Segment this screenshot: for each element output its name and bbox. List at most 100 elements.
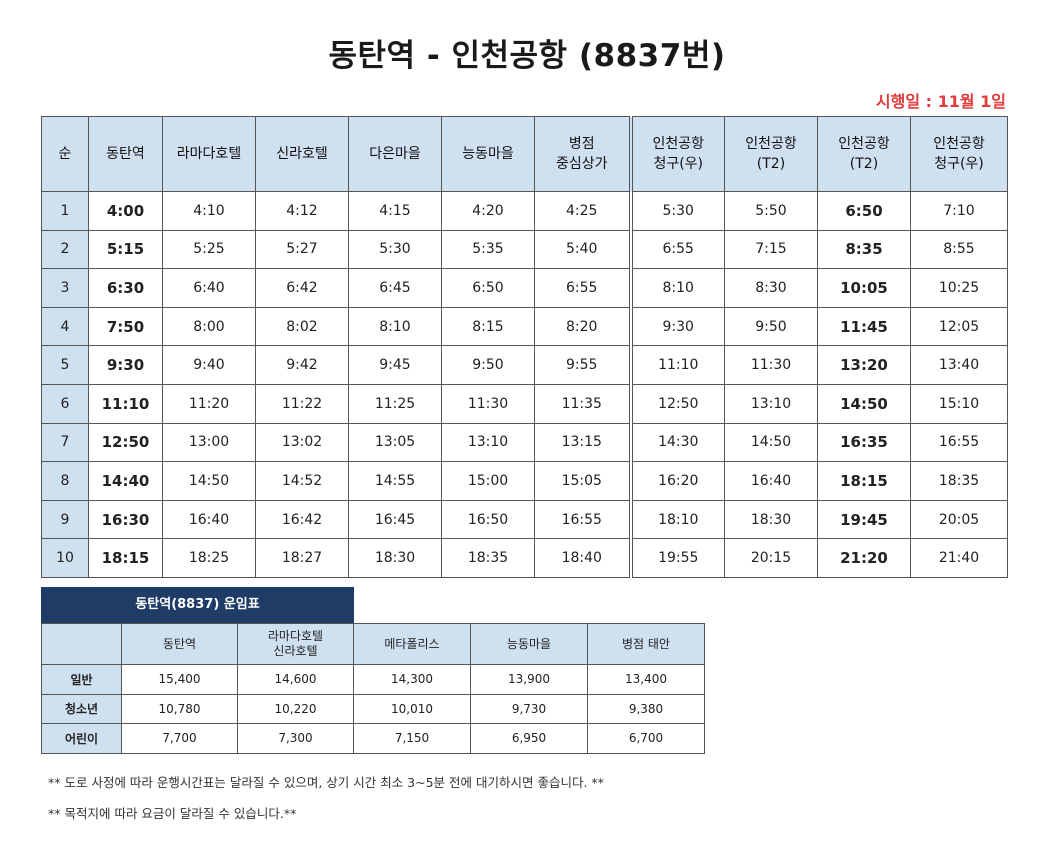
time-cell: 20:15 — [724, 538, 818, 578]
time-cell: 7:15 — [724, 229, 818, 270]
time-cell: 16:40 — [162, 499, 256, 540]
fare-cell: 6,950 — [470, 723, 588, 754]
note-schedule: ** 도로 사정에 따라 운행시간표는 달라질 수 있으며, 상기 시간 최소 … — [48, 775, 604, 790]
header-cell: 능동마을 — [441, 116, 535, 192]
header-cell: 인천공항 청구(우) — [910, 116, 1008, 192]
time-cell: 11:10 — [88, 383, 163, 424]
fare-header-cell: 능동마을 — [470, 623, 588, 665]
time-cell: 16:55 — [910, 422, 1008, 463]
table-row: 10 18:15 18:25 18:27 18:30 18:35 18:40 19:55 20:… — [41, 538, 1008, 578]
fare-cell: 9,730 — [470, 693, 588, 724]
fare-header-cell — [41, 623, 122, 665]
time-cell: 4:12 — [255, 191, 349, 231]
time-cell: 21:20 — [817, 538, 911, 578]
time-cell: 11:10 — [628, 345, 725, 385]
time-cell: 16:30 — [88, 499, 163, 540]
header-cell: 인천공항 청구(우) — [628, 116, 725, 192]
time-cell: 9:45 — [348, 345, 442, 385]
time-cell: 18:35 — [910, 461, 1008, 501]
fare-cell: 9,380 — [587, 693, 705, 724]
time-cell: 4:15 — [348, 191, 442, 231]
time-cell: 13:10 — [724, 383, 818, 424]
time-cell: 6:42 — [255, 268, 349, 308]
header-cell: 인천공항 (T2) — [817, 116, 911, 192]
table-row: 9 16:30 16:40 16:42 16:45 16:50 16:55 18:10 18:3… — [41, 499, 1008, 540]
time-cell: 10:25 — [910, 268, 1008, 308]
fare-row: 청소년 10,780 10,220 10,010 9,730 9,380 — [41, 693, 705, 724]
header-cell: 인천공항 (T2) — [724, 116, 818, 192]
header-cell: 순 — [41, 116, 89, 192]
time-cell: 18:15 — [817, 461, 911, 501]
time-cell: 5:40 — [534, 229, 631, 270]
row-number: 7 — [41, 422, 89, 463]
fare-cell: 14,300 — [353, 664, 471, 695]
time-cell: 18:30 — [348, 538, 442, 578]
time-cell: 4:20 — [441, 191, 535, 231]
time-cell: 7:10 — [910, 191, 1008, 231]
time-cell: 4:00 — [88, 191, 163, 231]
header-cell: 다은마을 — [348, 116, 442, 192]
time-cell: 4:25 — [534, 191, 631, 231]
time-cell: 8:35 — [817, 229, 911, 270]
time-cell: 12:05 — [910, 306, 1008, 347]
time-cell: 9:50 — [724, 306, 818, 347]
table-row: 6 11:10 11:20 11:22 11:25 11:30 11:35 12:50 13:1… — [41, 383, 1008, 424]
row-number: 8 — [41, 461, 89, 501]
time-cell: 13:40 — [910, 345, 1008, 385]
time-cell: 14:30 — [628, 422, 725, 463]
time-cell: 10:05 — [817, 268, 911, 308]
time-cell: 5:30 — [628, 191, 725, 231]
effective-date: 시행일 : 11월 1일 — [875, 92, 1006, 111]
time-cell: 16:20 — [628, 461, 725, 501]
time-cell: 18:27 — [255, 538, 349, 578]
time-cell: 19:45 — [817, 499, 911, 540]
row-number: 6 — [41, 383, 89, 424]
note-fare: ** 목적지에 따라 요금이 달라질 수 있습니다.** — [48, 806, 297, 821]
fare-row: 일반 15,400 14,600 14,300 13,900 13,400 — [41, 664, 705, 695]
time-cell: 12:50 — [628, 383, 725, 424]
schedule-table: 순 동탄역 라마다호텔 신라호텔 다은마을 능동마을 병점 중심상가 인천공항 … — [41, 116, 1008, 578]
table-row: 7 12:50 13:00 13:02 13:05 13:10 13:15 14:30 14:5… — [41, 422, 1008, 463]
time-cell: 6:55 — [534, 268, 631, 308]
time-cell: 5:15 — [88, 229, 163, 270]
fare-cell: 7,300 — [237, 723, 354, 754]
time-cell: 11:30 — [441, 383, 535, 424]
time-cell: 6:50 — [817, 191, 911, 231]
time-cell: 16:50 — [441, 499, 535, 540]
fare-cell: 10,780 — [121, 693, 238, 724]
time-cell: 19:55 — [628, 538, 725, 578]
header-cell: 신라호텔 — [255, 116, 349, 192]
time-cell: 6:45 — [348, 268, 442, 308]
time-cell: 16:45 — [348, 499, 442, 540]
time-cell: 14:55 — [348, 461, 442, 501]
table-row: 1 4:00 4:10 4:12 4:15 4:20 4:25 5:30 5:50 6:50 7:1… — [41, 191, 1008, 231]
passenger-type: 일반 — [41, 664, 122, 695]
time-cell: 6:55 — [628, 229, 725, 270]
time-cell: 11:25 — [348, 383, 442, 424]
time-cell: 5:50 — [724, 191, 818, 231]
time-cell: 9:30 — [88, 345, 163, 385]
fare-header-cell: 메타폴리스 — [353, 623, 471, 665]
row-number: 2 — [41, 229, 89, 270]
fare-header-row: 동탄역 라마다호텔 신라호텔 메타폴리스 능동마을 병점 태안 — [41, 623, 705, 665]
time-cell: 18:15 — [88, 538, 163, 578]
time-cell: 13:10 — [441, 422, 535, 463]
time-cell: 9:42 — [255, 345, 349, 385]
row-number: 5 — [41, 345, 89, 385]
time-cell: 11:35 — [534, 383, 631, 424]
header-cell: 동탄역 — [88, 116, 163, 192]
row-number: 1 — [41, 191, 89, 231]
fare-table: 동탄역 라마다호텔 신라호텔 메타폴리스 능동마을 병점 태안 일반 15,400… — [41, 623, 705, 754]
time-cell: 8:15 — [441, 306, 535, 347]
time-cell: 6:40 — [162, 268, 256, 308]
header-cell: 라마다호텔 — [162, 116, 256, 192]
time-cell: 5:27 — [255, 229, 349, 270]
fare-cell: 13,900 — [470, 664, 588, 695]
time-cell: 15:00 — [441, 461, 535, 501]
table-row: 5 9:30 9:40 9:42 9:45 9:50 9:55 11:10 11:30 13:20… — [41, 345, 1008, 385]
time-cell: 8:20 — [534, 306, 631, 347]
time-cell: 14:52 — [255, 461, 349, 501]
time-cell: 8:02 — [255, 306, 349, 347]
time-cell: 13:02 — [255, 422, 349, 463]
time-cell: 8:30 — [724, 268, 818, 308]
